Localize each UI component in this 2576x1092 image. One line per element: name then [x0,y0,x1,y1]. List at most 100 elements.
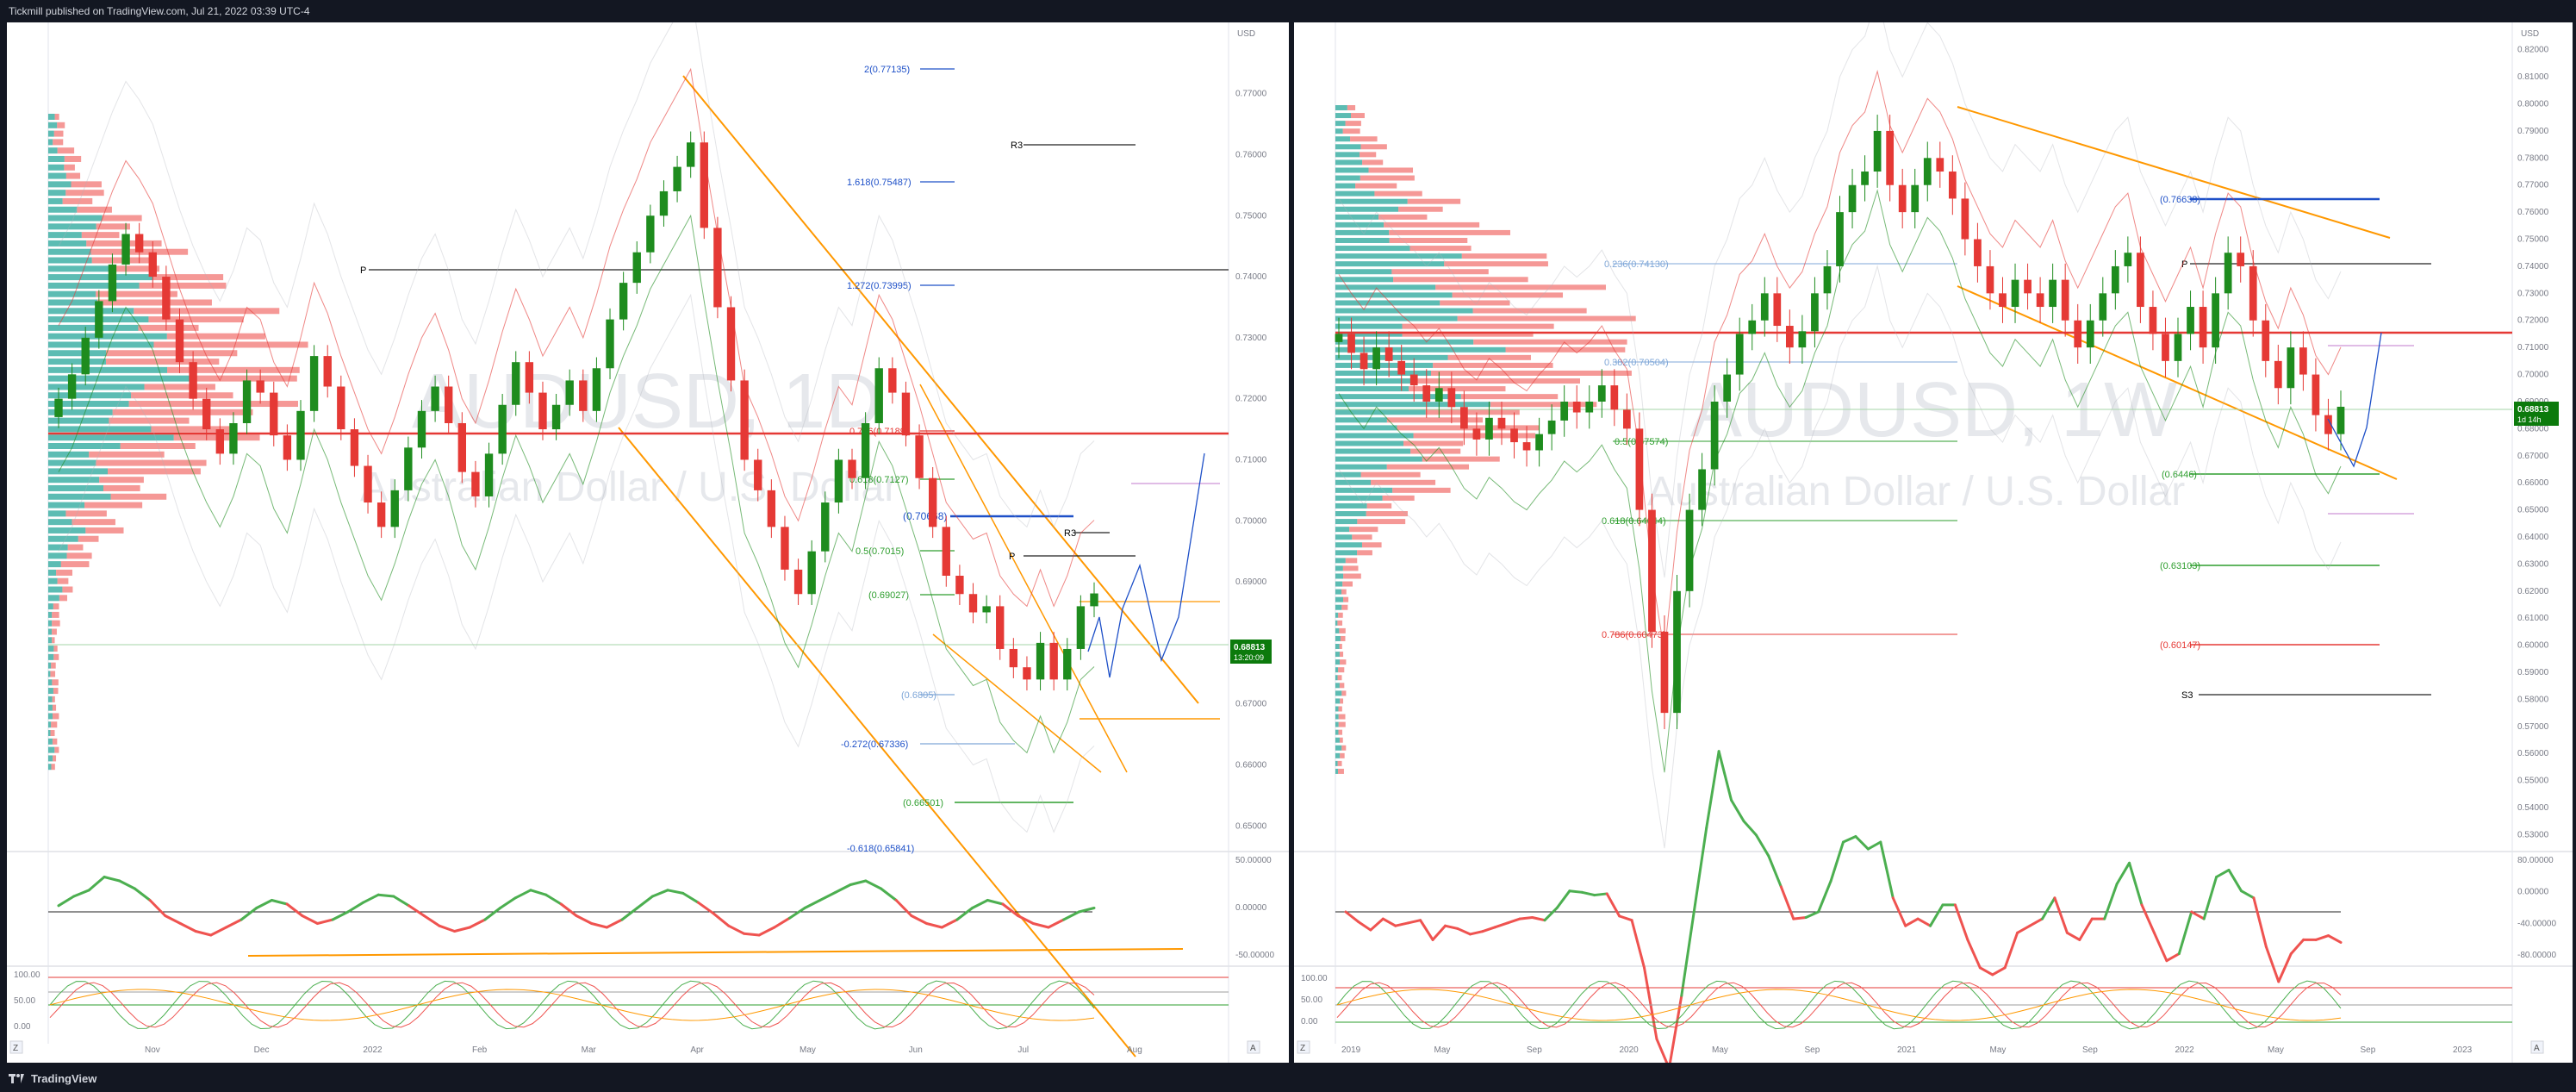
candle-body[interactable] [2299,347,2307,375]
candle-body[interactable] [915,435,924,478]
candle-body[interactable] [538,392,547,430]
candle-body[interactable] [189,362,197,399]
time-axis[interactable]: Nov Dec 2022 Feb Mar Apr May Jun Jul Aug [145,1045,1142,1055]
candle-body[interactable] [121,234,130,265]
candle-body[interactable] [134,234,144,253]
candle-body[interactable] [1898,184,1907,213]
candle-body[interactable] [955,576,964,595]
candle-body[interactable] [471,471,480,496]
candle-body[interactable] [1023,667,1031,680]
price-axis[interactable]: 0.77000 0.76000 0.75000 0.74000 0.73000 0.720… [1235,90,1267,832]
candle-body[interactable] [1785,326,1794,348]
candle-body[interactable] [202,398,211,430]
candle-body[interactable] [337,386,345,430]
auto-scale-button[interactable] [2530,1040,2544,1054]
z-button[interactable] [1297,1040,1310,1054]
candle-body[interactable] [67,374,77,399]
channel-lower-line[interactable] [618,427,1136,1058]
candle-body[interactable] [1748,320,1757,334]
auto-scale-button[interactable] [1247,1040,1260,1054]
price-candles[interactable] [54,131,1098,691]
candle-body[interactable] [1497,417,1506,429]
candle-body[interactable] [256,380,264,393]
candle-body[interactable] [1936,158,1944,172]
candle-body[interactable] [1986,265,1994,294]
candle-body[interactable] [1572,401,1581,413]
chart-panel-daily[interactable]: AUDUSD, 1D Australian Dollar / U.S. Doll… [7,22,1289,1063]
candle-body[interactable] [484,453,494,496]
candle-body[interactable] [148,252,157,278]
candle-body[interactable] [1009,648,1018,668]
candle-body[interactable] [1698,469,1706,510]
candle-body[interactable] [1510,428,1518,443]
candle-body[interactable] [2024,279,2032,294]
projection-path[interactable] [1087,452,1205,678]
candle-body[interactable] [2162,334,2169,361]
candle-body[interactable] [1535,434,1543,451]
candle-body[interactable] [1823,265,1832,294]
candle-body[interactable] [848,459,856,478]
candle-body[interactable] [512,362,520,405]
candle-body[interactable] [2187,307,2194,334]
z-button[interactable] [9,1040,23,1054]
candle-body[interactable] [1522,442,1531,451]
candle-body[interactable] [996,606,1005,649]
candle-body[interactable] [1472,428,1481,440]
candle-body[interactable] [2262,320,2270,361]
candle-body[interactable] [1635,428,1644,510]
candle-body[interactable] [2224,253,2232,294]
candle-body[interactable] [700,142,708,228]
candle-body[interactable] [2174,334,2182,361]
candle-body[interactable] [1974,239,1982,266]
fib-extension-levels[interactable] [920,68,1073,803]
candle-body[interactable] [390,490,399,527]
candle-body[interactable] [215,429,225,454]
candle-body[interactable] [1948,172,1957,199]
osc-trendline[interactable] [247,948,1184,957]
price-candles[interactable] [1335,115,2345,729]
candle-body[interactable] [364,465,372,503]
candle-body[interactable] [108,264,117,302]
candle-body[interactable] [1036,642,1045,680]
candle-body[interactable] [1547,420,1556,434]
candle-body[interactable] [404,447,413,490]
candle-body[interactable] [229,422,238,454]
candle-body[interactable] [1873,130,1882,172]
candle-body[interactable] [2124,253,2132,266]
candle-body[interactable] [1460,407,1468,429]
candle-body[interactable] [874,368,883,423]
candle-body[interactable] [1447,388,1456,408]
candle-body[interactable] [1397,360,1406,375]
candle-body[interactable] [982,606,991,613]
chart-panel-weekly[interactable]: AUDUSD, 1W Australian Dollar / U.S. Doll… [1294,22,2573,1063]
candle-body[interactable] [2099,293,2107,321]
candle-body[interactable] [525,362,534,393]
candle-body[interactable] [2137,253,2144,308]
channel-upper-line[interactable] [1957,106,2391,239]
candle-body[interactable] [619,283,628,320]
candle-body[interactable] [376,502,386,527]
candle-body[interactable] [2111,265,2119,294]
candle-body[interactable] [1735,334,1744,375]
candle-body[interactable] [551,404,561,430]
candle-body[interactable] [1335,334,1343,342]
candle-body[interactable] [1685,509,1694,591]
candle-body[interactable] [673,166,681,191]
candle-body[interactable] [1560,401,1569,421]
candle-body[interactable] [1372,347,1380,370]
candle-body[interactable] [592,368,601,411]
candle-body[interactable] [309,356,319,411]
candle-body[interactable] [606,319,614,369]
candle-body[interactable] [2074,320,2082,348]
candle-body[interactable] [1848,184,1857,213]
candle-body[interactable] [726,307,736,381]
inner-channel-lower[interactable] [932,633,1102,773]
projection-path[interactable] [2327,332,2382,468]
candle-body[interactable] [1648,509,1656,632]
candle-body[interactable] [793,569,803,595]
candle-body[interactable] [1798,331,1807,348]
candle-body[interactable] [632,252,641,284]
candle-body[interactable] [431,386,439,411]
candle-body[interactable] [1836,212,1844,266]
candle-body[interactable] [1090,593,1098,607]
